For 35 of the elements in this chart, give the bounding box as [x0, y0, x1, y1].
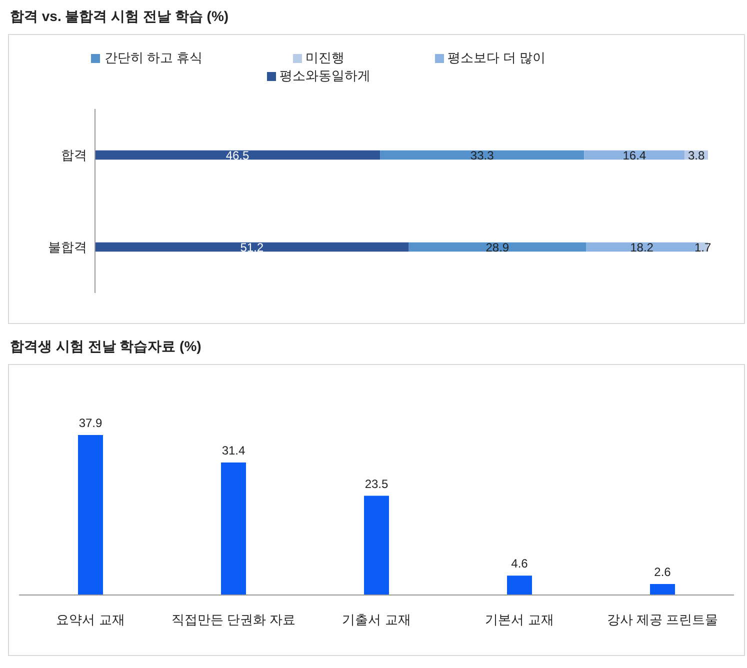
x-tick-label: 강사 제공 프린트물 [606, 612, 718, 628]
data-label: 2.6 [654, 565, 672, 580]
data-label: 46.5 [226, 148, 250, 162]
bar [408, 242, 586, 252]
data-label: 31.4 [222, 443, 246, 458]
legend-label: 평소와동일하게 [280, 68, 370, 83]
x-tick-label: 요약서 교재 [56, 612, 125, 628]
data-label: 23.5 [364, 476, 388, 491]
bar [95, 242, 409, 252]
y-tick-label: 불합격 [48, 240, 87, 255]
data-label: 28.9 [486, 240, 510, 254]
data-label: 4.6 [511, 556, 528, 571]
bar [380, 150, 584, 160]
chart-title: 합격생 시험 전날 학습자료 (%) [10, 338, 202, 356]
data-label: 16.4 [622, 148, 646, 162]
data-label: 1.7 [694, 240, 712, 254]
bar [95, 150, 380, 160]
x-tick-label: 기본서 교재 [485, 612, 554, 628]
x-tick-label: 직접만든 단권화 자료 [171, 612, 296, 628]
legend-label: 미진행 [306, 50, 344, 65]
legend-label: 평소보다 더 많이 [448, 50, 546, 65]
data-label: 3.8 [688, 148, 706, 162]
data-label: 18.2 [630, 240, 654, 254]
bar [78, 435, 103, 595]
y-tick-label: 합격 [61, 148, 87, 163]
data-label: 51.2 [240, 240, 264, 254]
bar [364, 496, 389, 595]
chart-title: 합격 vs. 불합격 시험 전날 학습 (%) [10, 8, 230, 26]
x-tick-label: 기출서 교재 [342, 612, 411, 628]
legend-label: 간단히 하고 휴식 [104, 50, 202, 65]
bar [221, 462, 246, 595]
bar [650, 584, 675, 595]
bar [507, 576, 532, 595]
data-label: 33.3 [470, 148, 494, 162]
data-label: 37.9 [78, 416, 102, 430]
